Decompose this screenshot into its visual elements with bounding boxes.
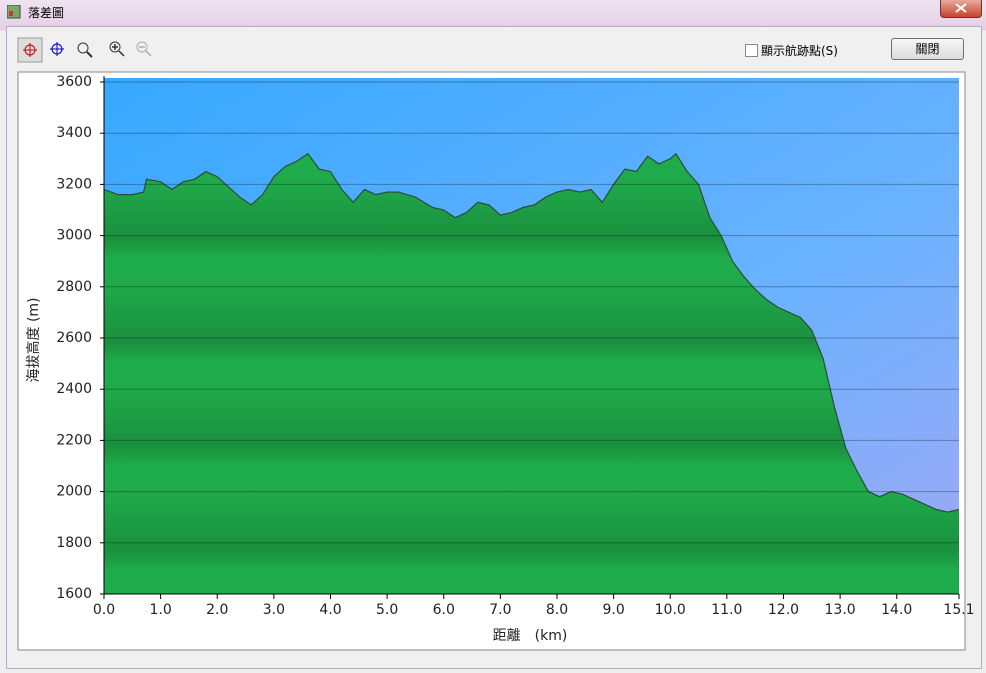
show-trackpoints[interactable]: 顯示航跡點(S): [745, 42, 838, 59]
window-title: 落差圖: [28, 6, 65, 20]
tool-select[interactable]: [17, 37, 43, 63]
close-button[interactable]: 關閉: [891, 38, 964, 60]
checkbox-label: 顯示航跡點(S): [761, 44, 838, 58]
app-icon: [7, 5, 21, 19]
toolbar-icons: [17, 37, 152, 63]
close-icon: [955, 3, 967, 13]
dialog-body: [6, 26, 982, 669]
close-window[interactable]: [940, 0, 982, 18]
